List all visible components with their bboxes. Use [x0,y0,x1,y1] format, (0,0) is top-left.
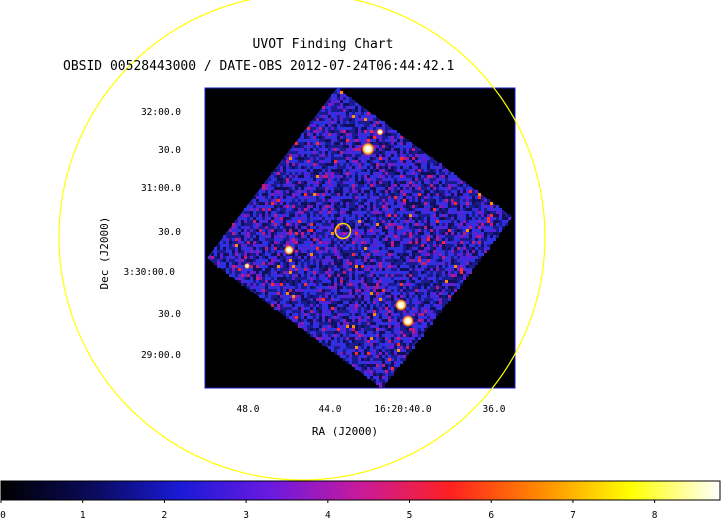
y-tick-label: 32:00.0 [141,107,181,118]
colorbar-ticks: 0 1 2 3 4 5 6 7 8 [0,500,658,521]
y-tick-label: 30.0 [158,145,181,156]
image-panel [207,88,512,388]
y-tick-label: 30.0 [158,227,181,238]
colorbar [0,480,721,501]
star-f [243,262,251,270]
chart-subtitle: OBSID 00528443000 / DATE-OBS 2012-07-24T… [63,59,454,74]
colorbar-tick-label: 6 [488,510,494,521]
y-tick-label: 30.0 [158,309,181,320]
colorbar-tick-label: 7 [570,510,576,521]
colorbar-tick-label: 2 [162,510,168,521]
star-c [401,314,415,328]
target-marker-circle [334,222,352,240]
colorbar-tick-label: 0 [0,510,6,521]
y-tick-label: 31:00.0 [141,183,181,194]
noise-pixels [208,88,511,388]
x-tick-label: 48.0 [237,404,260,415]
colorbar-tick-label: 8 [652,510,658,521]
image-frame [204,87,516,389]
chart-title: UVOT Finding Chart [253,37,394,52]
star-b [394,298,408,312]
x-tick-label: 16:20:40.0 [374,404,431,415]
y-axis-label: Dec (J2000) [98,217,111,290]
y-tick-label: 29:00.0 [141,350,181,361]
x-axis-label: RA (J2000) [312,425,378,438]
star-a [361,142,375,156]
x-tick-label: 36.0 [483,404,506,415]
x-tick-label: 44.0 [319,404,342,415]
star-e [376,128,384,136]
star-d [283,244,295,256]
colorbar-tick-label: 4 [325,510,331,521]
colorbar-tick-label: 5 [407,510,413,521]
point-sources [243,128,415,328]
colorbar-tick-label: 3 [243,510,249,521]
colorbar-tick-label: 1 [80,510,86,521]
y-tick-label: 3:30:00.0 [124,267,176,278]
large-yellow-circle [58,0,546,481]
